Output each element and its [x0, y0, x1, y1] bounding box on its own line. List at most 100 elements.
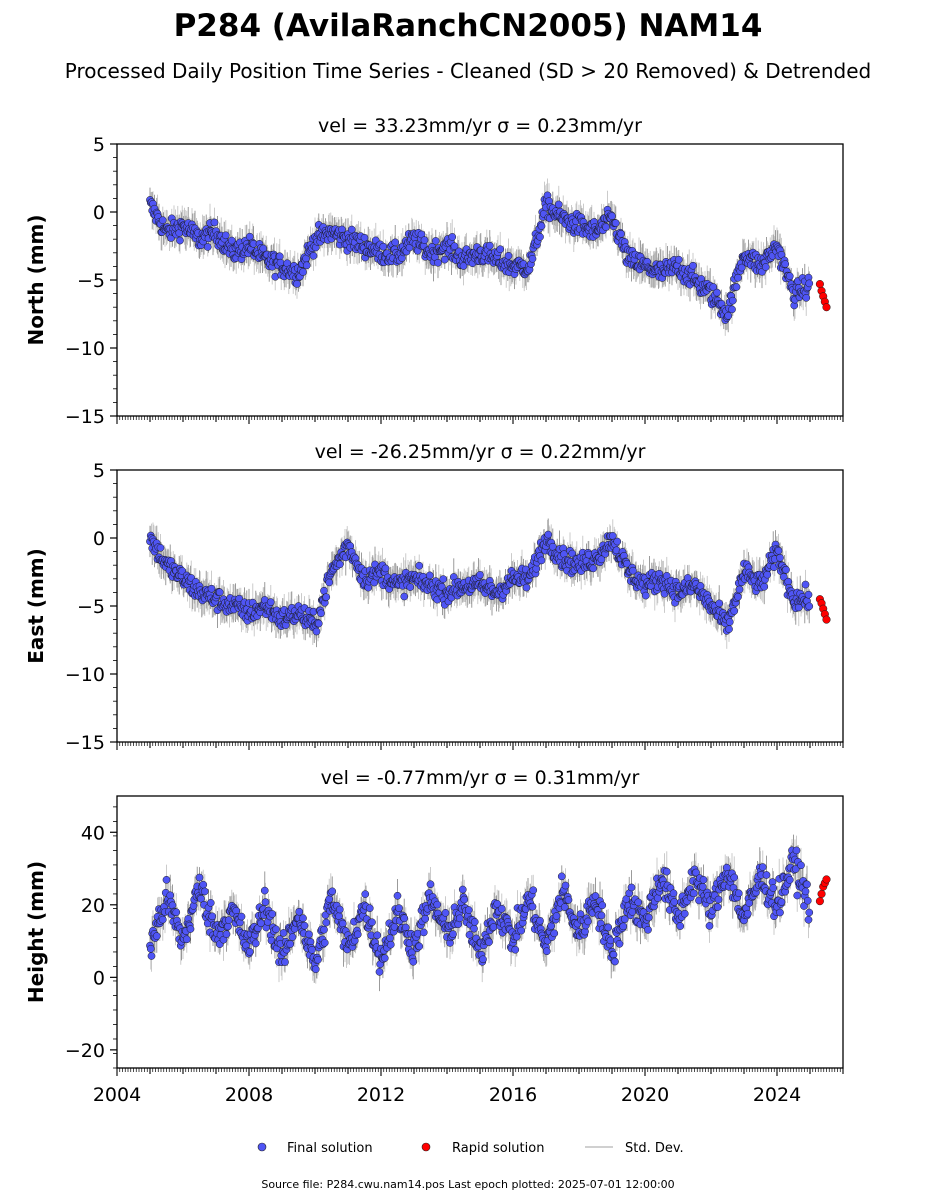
final-point — [611, 219, 620, 227]
final-point — [522, 583, 531, 592]
final-point — [597, 555, 606, 564]
final-point — [629, 566, 637, 575]
final-point — [215, 588, 224, 597]
rapid-points-east — [815, 595, 831, 624]
rapid-points-north — [815, 280, 831, 312]
final-point — [440, 255, 449, 264]
final-point — [207, 584, 216, 593]
final-point — [805, 279, 814, 288]
final-point — [735, 585, 744, 594]
panel-height: vel = -0.77mm/yr σ = 0.31mm/yr Height (mm… — [24, 767, 844, 1106]
final-point — [728, 305, 736, 314]
final-point — [536, 233, 544, 241]
final-point — [275, 252, 284, 261]
panel-title-east: vel = -26.25mm/yr σ = 0.22mm/yr — [315, 441, 646, 463]
final-point — [406, 583, 415, 591]
y-tick-label: −10 — [65, 338, 105, 360]
final-point — [623, 559, 631, 568]
final-point — [709, 283, 718, 291]
final-point — [801, 580, 810, 589]
final-point — [696, 582, 705, 590]
final-point — [221, 231, 230, 240]
y-axis-label-height: Height (mm) — [24, 861, 48, 1003]
final-point — [302, 261, 311, 270]
final-point — [314, 619, 323, 628]
rapid-point — [815, 280, 824, 289]
final-point — [641, 591, 650, 600]
y-axis-label-north: North (mm) — [24, 214, 48, 345]
y-tick-label: −15 — [65, 406, 105, 428]
final-point — [381, 564, 390, 573]
final-point — [504, 251, 513, 260]
x-axis-north — [116, 416, 844, 424]
final-point — [335, 560, 344, 569]
final-point — [266, 598, 275, 606]
final-point — [730, 607, 739, 615]
final-point — [715, 599, 724, 608]
final-point — [450, 242, 459, 251]
final-point — [259, 244, 268, 253]
final-point — [379, 242, 388, 251]
final-point — [176, 236, 184, 245]
final-point — [425, 571, 434, 580]
final-point — [674, 255, 683, 264]
final-point — [804, 590, 813, 599]
final-points-north — [146, 191, 814, 324]
y-tick-label: −10 — [65, 664, 105, 686]
final-point — [734, 592, 742, 601]
final-point — [537, 222, 546, 230]
y-tick-label: 5 — [93, 460, 105, 482]
final-point — [544, 530, 553, 539]
final-point — [763, 570, 772, 579]
y-tick-label: 5 — [93, 134, 105, 156]
final-point — [805, 602, 814, 611]
final-point — [322, 593, 331, 601]
panel-title-north: vel = 33.23mm/yr σ = 0.23mm/yr — [318, 115, 642, 137]
final-point — [158, 216, 167, 225]
final-point — [689, 261, 697, 270]
final-point — [774, 546, 783, 555]
final-point — [227, 236, 236, 245]
panel-title-height: vel = -0.77mm/yr σ = 0.31mm/yr — [321, 767, 640, 789]
final-point — [724, 311, 733, 320]
rapid-point — [822, 303, 831, 312]
final-point — [325, 578, 334, 587]
panel-east: vel = -26.25mm/yr σ = 0.22mm/yr East (mm)… — [24, 441, 844, 754]
final-point — [725, 625, 733, 633]
final-point — [312, 627, 321, 636]
final-point — [400, 592, 409, 601]
final-point — [476, 571, 484, 579]
final-point — [391, 238, 400, 247]
final-point — [537, 556, 546, 565]
final-point — [776, 553, 784, 562]
final-point — [785, 272, 794, 280]
final-point — [420, 236, 429, 244]
final-point — [728, 296, 737, 305]
final-point — [613, 537, 622, 546]
final-point — [781, 260, 790, 268]
y-tick-label: −5 — [77, 596, 105, 618]
final-point — [602, 223, 610, 231]
final-point — [528, 254, 537, 263]
final-point — [415, 561, 424, 570]
y-tick-label: 0 — [93, 202, 105, 224]
x-axis-east — [116, 742, 844, 750]
final-point — [485, 241, 494, 250]
final-point — [589, 564, 598, 573]
y-axis-label-east: East (mm) — [24, 548, 48, 664]
y-tick-label: 0 — [93, 528, 105, 550]
final-point — [496, 245, 505, 254]
final-point — [203, 243, 212, 251]
panels: vel = 33.23mm/yr σ = 0.23mm/yr North (mm)… — [24, 115, 844, 1106]
final-point — [360, 234, 369, 242]
y-axis-north: −15 −10 −5 0 5 — [65, 134, 117, 428]
final-point — [317, 609, 325, 618]
figure-subtitle: Processed Daily Position Time Series - C… — [65, 59, 871, 83]
final-point — [439, 575, 448, 583]
final-point — [737, 263, 746, 272]
final-point — [760, 582, 769, 591]
final-point — [434, 258, 442, 267]
final-point — [431, 237, 440, 245]
final-point — [617, 230, 625, 238]
final-point — [734, 273, 742, 282]
